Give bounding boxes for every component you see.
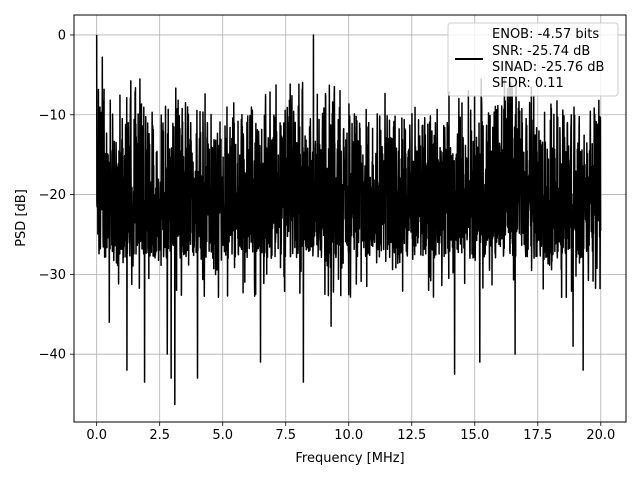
x-tick-label: 20.0 (586, 428, 615, 443)
x-tick-label: 17.5 (523, 428, 552, 443)
x-axis-ticks: 0.0 2.5 5.0 7.5 10.0 12.5 15.0 17.5 20.0 (86, 422, 615, 443)
x-tick-label: 2.5 (149, 428, 170, 443)
legend-entry-sfdr: SFDR: 0.11 (492, 76, 564, 91)
x-tick-label: 0.0 (86, 428, 107, 443)
y-axis-ticks: 0 −10 −20 −30 −40 (39, 28, 74, 363)
legend-box (447, 22, 619, 97)
legend-entry-sinad: SINAD: -25.76 dB (492, 60, 604, 75)
legend: ENOB: -4.57 bits SNR: -25.74 dB SINAD: -… (447, 22, 619, 97)
psd-series-line (95, 34, 602, 406)
x-tick-label: 15.0 (460, 428, 489, 443)
y-tick-label: −10 (39, 108, 66, 123)
plot-frame (73, 14, 627, 423)
y-tick-label: 0 (58, 28, 66, 43)
x-tick-label: 12.5 (397, 428, 426, 443)
x-tick-label: 5.0 (212, 428, 233, 443)
legend-entry-enob: ENOB: -4.57 bits (492, 27, 599, 42)
x-axis-label: Frequency [MHz] (295, 451, 404, 466)
x-tick-label: 7.5 (275, 428, 296, 443)
y-tick-label: −40 (39, 348, 66, 363)
y-axis-label: PSD [dB] (14, 189, 29, 247)
legend-entry-snr: SNR: -25.74 dB (492, 44, 590, 59)
y-tick-label: −30 (39, 268, 66, 283)
x-tick-label: 10.0 (334, 428, 363, 443)
y-tick-label: −20 (39, 188, 66, 203)
